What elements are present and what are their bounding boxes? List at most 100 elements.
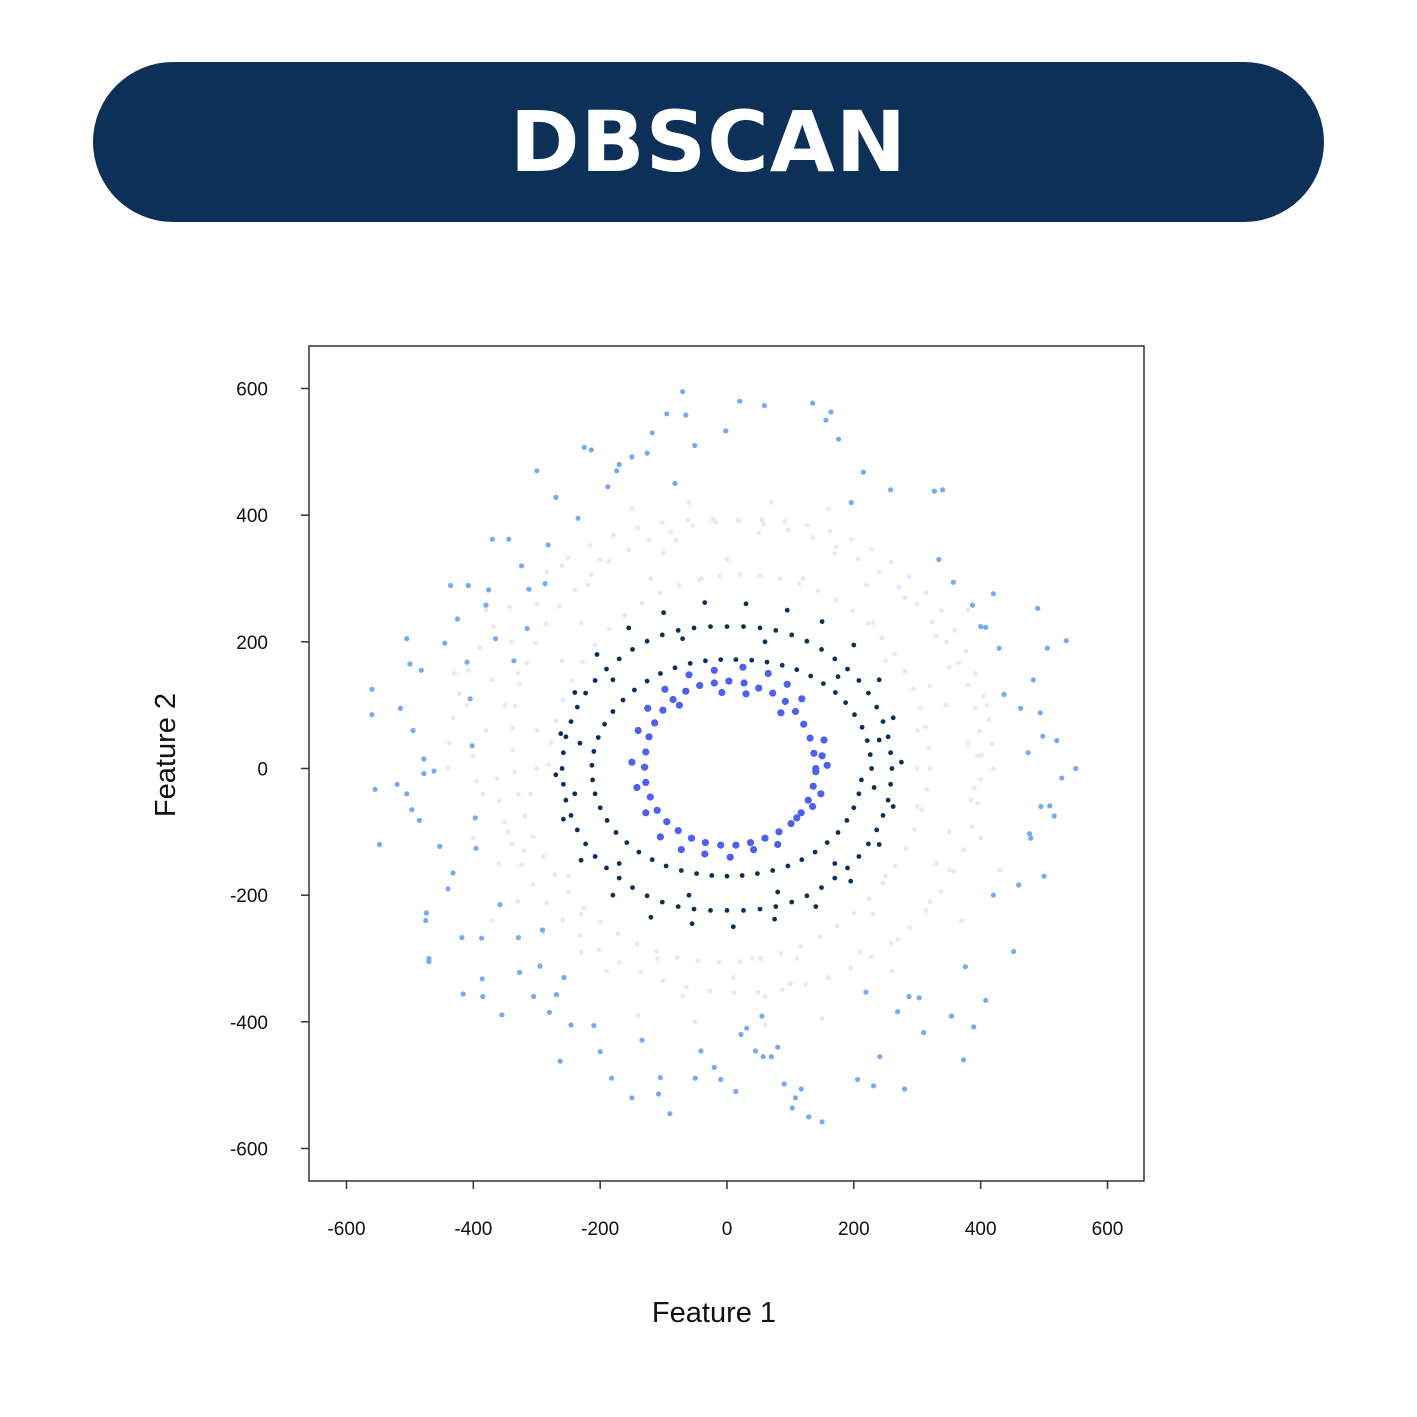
series-3-point bbox=[460, 991, 466, 997]
series-2-point bbox=[918, 705, 923, 711]
series-3-point bbox=[936, 556, 942, 563]
series-2-point bbox=[978, 776, 984, 782]
series-2-point bbox=[490, 677, 495, 683]
series-2-point bbox=[902, 595, 907, 600]
series-1-point bbox=[755, 871, 760, 876]
series-3-point bbox=[376, 841, 383, 848]
series-2-point bbox=[560, 917, 566, 923]
x-tick-label: 400 bbox=[965, 1219, 997, 1240]
series-2-point bbox=[815, 588, 821, 593]
series-2-point bbox=[490, 918, 495, 923]
series-1-point bbox=[739, 873, 745, 878]
series-2-point bbox=[483, 607, 489, 613]
series-2-point bbox=[446, 740, 452, 746]
series-3-point bbox=[1018, 705, 1024, 711]
series-2-point bbox=[502, 702, 508, 708]
series-2-point bbox=[597, 919, 603, 925]
series-1-point bbox=[770, 868, 776, 873]
series-1-point bbox=[572, 791, 578, 797]
series-0-point bbox=[755, 684, 763, 692]
series-3-point bbox=[1030, 677, 1036, 683]
series-1-point bbox=[694, 871, 699, 876]
series-2-point bbox=[604, 968, 609, 974]
series-3-point bbox=[1059, 775, 1065, 781]
series-0-point bbox=[641, 763, 649, 771]
series-3-point bbox=[426, 955, 432, 962]
series-1-point bbox=[804, 638, 810, 644]
series-3-point bbox=[921, 1030, 927, 1036]
series-3-point bbox=[823, 417, 829, 423]
series-3-point bbox=[738, 1031, 744, 1038]
series-1-point bbox=[574, 704, 580, 710]
series-3-point bbox=[940, 487, 946, 493]
series-2-point bbox=[553, 718, 559, 724]
series-1-point bbox=[632, 687, 637, 693]
series-1-point bbox=[890, 804, 896, 809]
series-2-point bbox=[597, 557, 603, 562]
series-2-point bbox=[559, 563, 565, 569]
series-1-point bbox=[724, 873, 730, 879]
series-3-point bbox=[614, 468, 620, 474]
series-1-point bbox=[553, 772, 559, 778]
series-1-point bbox=[604, 865, 609, 871]
series-1-point bbox=[559, 766, 565, 771]
series-1-point bbox=[757, 625, 763, 631]
series-3-point bbox=[416, 817, 422, 824]
series-2-point bbox=[730, 975, 736, 980]
series-1-point bbox=[648, 914, 654, 920]
series-3-point bbox=[983, 997, 989, 1003]
series-2-point bbox=[911, 686, 916, 692]
series-1-point bbox=[644, 893, 650, 899]
series-1-point bbox=[876, 842, 882, 847]
series-3-point bbox=[616, 461, 622, 468]
series-1-point bbox=[859, 777, 864, 783]
series-2-point bbox=[530, 882, 536, 887]
series-3-point bbox=[1025, 750, 1031, 756]
series-2-point bbox=[827, 528, 833, 534]
series-1-point bbox=[583, 690, 588, 696]
series-0-point bbox=[685, 671, 693, 679]
series-2-point bbox=[906, 574, 912, 579]
series-1-point bbox=[561, 781, 566, 787]
series-1-point bbox=[794, 667, 800, 673]
series-2-point bbox=[659, 520, 665, 526]
series-0-point bbox=[764, 669, 772, 678]
series-2-point bbox=[635, 1013, 641, 1018]
series-2-point bbox=[965, 740, 971, 746]
series-3-point bbox=[445, 886, 451, 892]
series-0-point bbox=[701, 839, 710, 847]
series-0-point bbox=[710, 666, 718, 674]
series-2-point bbox=[778, 951, 784, 956]
series-3-point bbox=[404, 791, 410, 797]
series-2-point bbox=[668, 529, 673, 535]
title-banner: DBSCAN bbox=[93, 62, 1324, 222]
series-2-point bbox=[736, 518, 741, 524]
series-3-point bbox=[828, 409, 834, 415]
series-0-point bbox=[687, 834, 696, 842]
series-0-point bbox=[645, 733, 653, 741]
series-3-point bbox=[418, 667, 424, 673]
series-3-point bbox=[588, 447, 594, 453]
series-3-point bbox=[423, 917, 429, 924]
series-1-point bbox=[785, 863, 791, 869]
series-2-point bbox=[648, 576, 654, 581]
series-1-point bbox=[724, 624, 730, 629]
series-1-point bbox=[597, 805, 603, 811]
series-1-point bbox=[709, 873, 715, 878]
series-1-point bbox=[848, 878, 854, 884]
series-1-point bbox=[563, 797, 569, 803]
series-1-point bbox=[644, 638, 650, 644]
series-1-point bbox=[874, 827, 880, 833]
series-2-point bbox=[975, 800, 980, 806]
series-3-point bbox=[644, 450, 650, 456]
series-2-point bbox=[919, 807, 925, 813]
series-3-point bbox=[906, 993, 912, 1000]
series-2-point bbox=[707, 988, 713, 994]
series-3-point bbox=[1037, 710, 1043, 716]
series-3-point bbox=[539, 927, 546, 933]
series-0-point bbox=[777, 709, 785, 717]
series-0-point bbox=[817, 790, 825, 798]
series-3-point bbox=[1026, 831, 1033, 837]
series-2-point bbox=[565, 555, 571, 560]
series-3-point bbox=[733, 1088, 739, 1095]
